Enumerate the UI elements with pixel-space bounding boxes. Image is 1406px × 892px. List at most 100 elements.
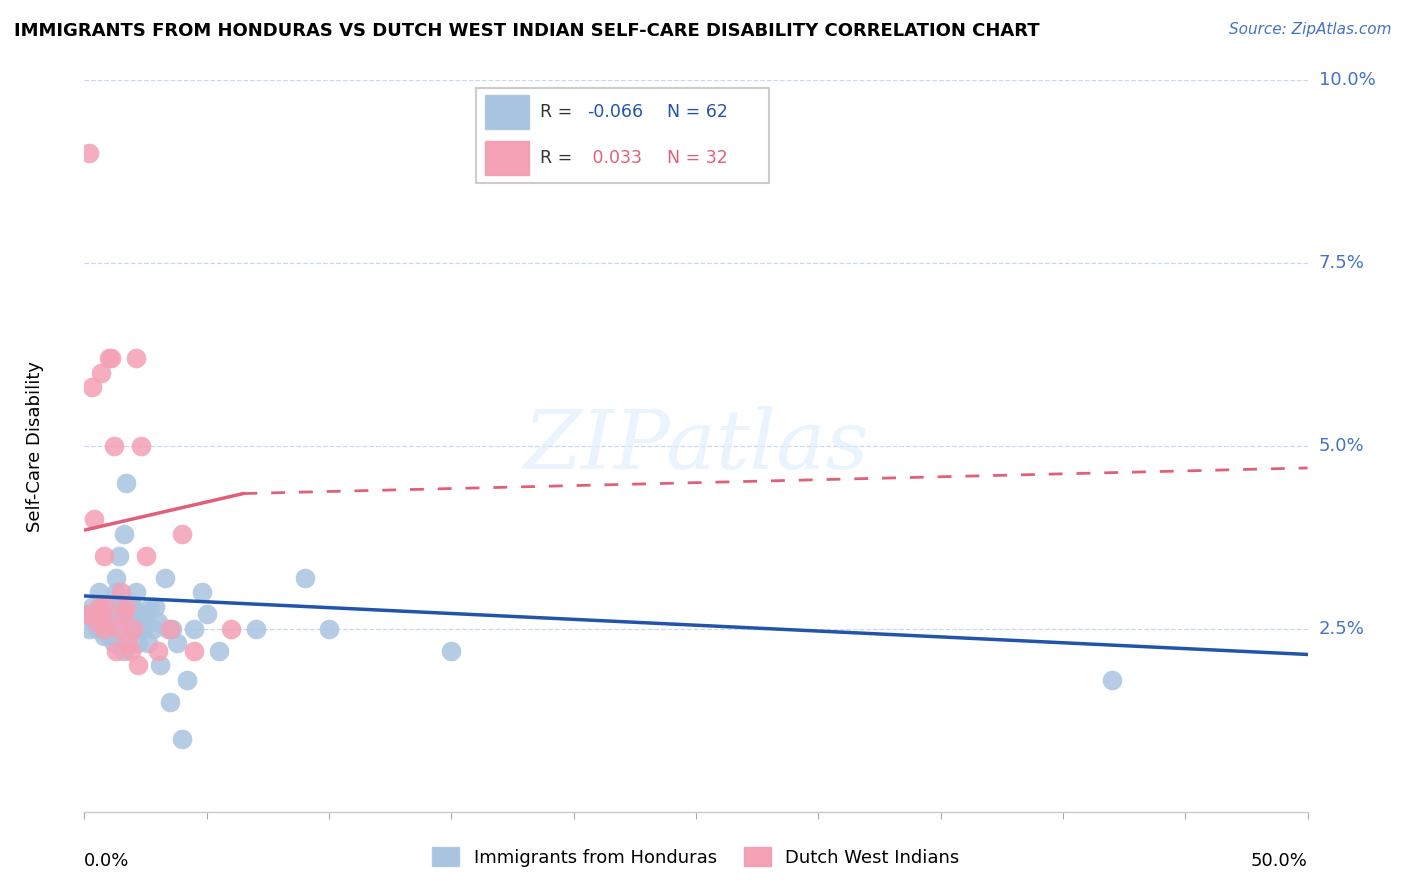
Dutch West Indians <box>103 439 125 453</box>
Dutch West Indians <box>107 622 129 636</box>
Text: 0.033: 0.033 <box>588 149 643 167</box>
Dutch West Indians <box>172 526 194 541</box>
Dutch West Indians <box>96 615 118 629</box>
Immigrants from Honduras <box>96 607 118 622</box>
Immigrants from Honduras <box>122 599 145 614</box>
Immigrants from Honduras <box>100 622 122 636</box>
Dutch West Indians <box>80 380 103 394</box>
Immigrants from Honduras <box>117 615 139 629</box>
Immigrants from Honduras <box>100 615 122 629</box>
Immigrants from Honduras <box>83 615 105 629</box>
Immigrants from Honduras <box>96 622 118 636</box>
Immigrants from Honduras <box>120 607 142 622</box>
Dutch West Indians <box>90 366 112 380</box>
Immigrants from Honduras <box>183 622 205 636</box>
Dutch West Indians <box>86 607 108 622</box>
Dutch West Indians <box>159 622 181 636</box>
Immigrants from Honduras <box>166 636 188 650</box>
Text: Source: ZipAtlas.com: Source: ZipAtlas.com <box>1229 22 1392 37</box>
Dutch West Indians <box>86 615 108 629</box>
Immigrants from Honduras <box>103 599 125 614</box>
Dutch West Indians <box>122 622 145 636</box>
Immigrants from Honduras <box>86 622 108 636</box>
Dutch West Indians <box>105 644 128 658</box>
Text: R =: R = <box>540 149 578 167</box>
Immigrants from Honduras <box>156 622 179 636</box>
Immigrants from Honduras <box>120 599 142 614</box>
Text: 7.5%: 7.5% <box>1319 254 1365 272</box>
Dutch West Indians <box>93 549 115 563</box>
Dutch West Indians <box>87 599 110 614</box>
Dutch West Indians <box>146 644 169 658</box>
Dutch West Indians <box>117 636 139 650</box>
Immigrants from Honduras <box>129 615 152 629</box>
Immigrants from Honduras <box>139 599 162 614</box>
Immigrants from Honduras <box>159 695 181 709</box>
Dutch West Indians <box>135 549 157 563</box>
Immigrants from Honduras <box>136 636 159 650</box>
Immigrants from Honduras <box>153 571 176 585</box>
Dutch West Indians <box>77 146 100 161</box>
Immigrants from Honduras <box>76 607 98 622</box>
Immigrants from Honduras <box>127 636 149 650</box>
Immigrants from Honduras <box>105 585 128 599</box>
Dutch West Indians <box>115 599 138 614</box>
Immigrants from Honduras <box>110 629 132 643</box>
Immigrants from Honduras <box>87 585 110 599</box>
Immigrants from Honduras <box>191 585 214 599</box>
Immigrants from Honduras <box>176 673 198 687</box>
Immigrants from Honduras <box>146 615 169 629</box>
Immigrants from Honduras <box>440 644 463 658</box>
Text: N = 32: N = 32 <box>666 149 727 167</box>
Dutch West Indians <box>100 351 122 366</box>
Dutch West Indians <box>112 607 135 622</box>
Immigrants from Honduras <box>142 622 165 636</box>
Dutch West Indians <box>76 607 98 622</box>
Immigrants from Honduras <box>87 615 110 629</box>
Dutch West Indians <box>120 644 142 658</box>
Text: R =: R = <box>540 103 578 121</box>
Immigrants from Honduras <box>77 622 100 636</box>
Dutch West Indians <box>219 622 242 636</box>
Dutch West Indians <box>97 351 120 366</box>
Immigrants from Honduras <box>125 585 148 599</box>
Dutch West Indians <box>183 644 205 658</box>
Text: 50.0%: 50.0% <box>1251 852 1308 870</box>
Immigrants from Honduras <box>162 622 184 636</box>
Immigrants from Honduras <box>112 644 135 658</box>
Dutch West Indians <box>125 351 148 366</box>
Immigrants from Honduras <box>93 615 115 629</box>
Immigrants from Honduras <box>122 622 145 636</box>
Immigrants from Honduras <box>107 607 129 622</box>
Immigrants from Honduras <box>127 622 149 636</box>
Dutch West Indians <box>127 658 149 673</box>
Dutch West Indians <box>93 622 115 636</box>
Immigrants from Honduras <box>245 622 267 636</box>
Immigrants from Honduras <box>90 599 112 614</box>
FancyBboxPatch shape <box>485 141 529 175</box>
Immigrants from Honduras <box>135 607 157 622</box>
Dutch West Indians <box>83 512 105 526</box>
Immigrants from Honduras <box>103 636 125 650</box>
Dutch West Indians <box>110 585 132 599</box>
Immigrants from Honduras <box>86 607 108 622</box>
FancyBboxPatch shape <box>485 95 529 129</box>
Immigrants from Honduras <box>110 599 132 614</box>
Text: ZIPatlas: ZIPatlas <box>523 406 869 486</box>
Text: 2.5%: 2.5% <box>1319 620 1365 638</box>
Text: N = 62: N = 62 <box>666 103 727 121</box>
Immigrants from Honduras <box>115 475 138 490</box>
Legend: Immigrants from Honduras, Dutch West Indians: Immigrants from Honduras, Dutch West Ind… <box>423 838 969 876</box>
Immigrants from Honduras <box>97 622 120 636</box>
Immigrants from Honduras <box>318 622 340 636</box>
Immigrants from Honduras <box>294 571 316 585</box>
Text: 5.0%: 5.0% <box>1319 437 1364 455</box>
Immigrants from Honduras <box>149 658 172 673</box>
Immigrants from Honduras <box>93 629 115 643</box>
Immigrants from Honduras <box>80 599 103 614</box>
Immigrants from Honduras <box>112 526 135 541</box>
Text: 10.0%: 10.0% <box>1319 71 1375 89</box>
Immigrants from Honduras <box>105 571 128 585</box>
Immigrants from Honduras <box>107 549 129 563</box>
Immigrants from Honduras <box>90 622 112 636</box>
